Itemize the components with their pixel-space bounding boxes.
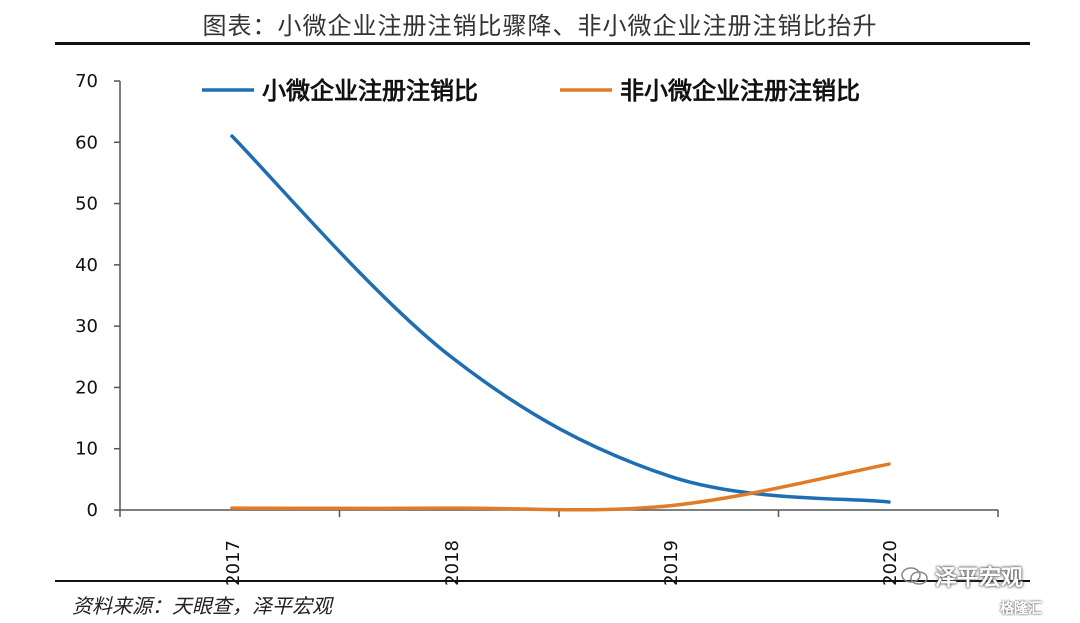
legend-label: 非小微企业注册注销比 bbox=[620, 77, 860, 105]
series-line-small-micro bbox=[230, 134, 891, 504]
series-line-non-small-micro bbox=[230, 462, 891, 512]
y-tick-label: 50 bbox=[75, 194, 98, 215]
x-tick-label: 2017 bbox=[223, 540, 244, 586]
y-tick-label: 30 bbox=[75, 316, 98, 337]
wechat-icon bbox=[901, 567, 928, 585]
x-tick-label: 2019 bbox=[661, 540, 682, 586]
y-axis: 0 10 20 30 40 50 60 70 bbox=[75, 71, 121, 521]
y-tick-label: 20 bbox=[75, 377, 98, 398]
bottom-rule bbox=[55, 580, 1030, 582]
y-tick-label: 10 bbox=[75, 439, 98, 460]
chart-title: 图表：小微企业注册注销比骤降、非小微企业注册注销比抬升 bbox=[202, 12, 878, 40]
y-tick-label: 60 bbox=[75, 132, 98, 153]
x-axis: 2017 2018 2019 2020 bbox=[119, 509, 999, 586]
y-tick-label: 70 bbox=[75, 71, 98, 92]
series-group bbox=[230, 134, 891, 512]
legend-label: 小微企业注册注销比 bbox=[262, 77, 478, 105]
watermark-text: 泽平宏观 bbox=[935, 566, 1024, 591]
y-tick-label: 40 bbox=[75, 255, 98, 276]
x-tick-label: 2020 bbox=[880, 540, 901, 586]
y-tick-label: 0 bbox=[87, 500, 98, 521]
source-note: 资料来源：天眼查，泽平宏观 bbox=[72, 594, 332, 618]
legend: 小微企业注册注销比 非小微企业注册注销比 bbox=[202, 77, 860, 105]
x-tick-label: 2018 bbox=[442, 540, 463, 586]
watermark-small: 格隆汇 bbox=[1000, 601, 1042, 617]
top-rule bbox=[55, 42, 1030, 45]
